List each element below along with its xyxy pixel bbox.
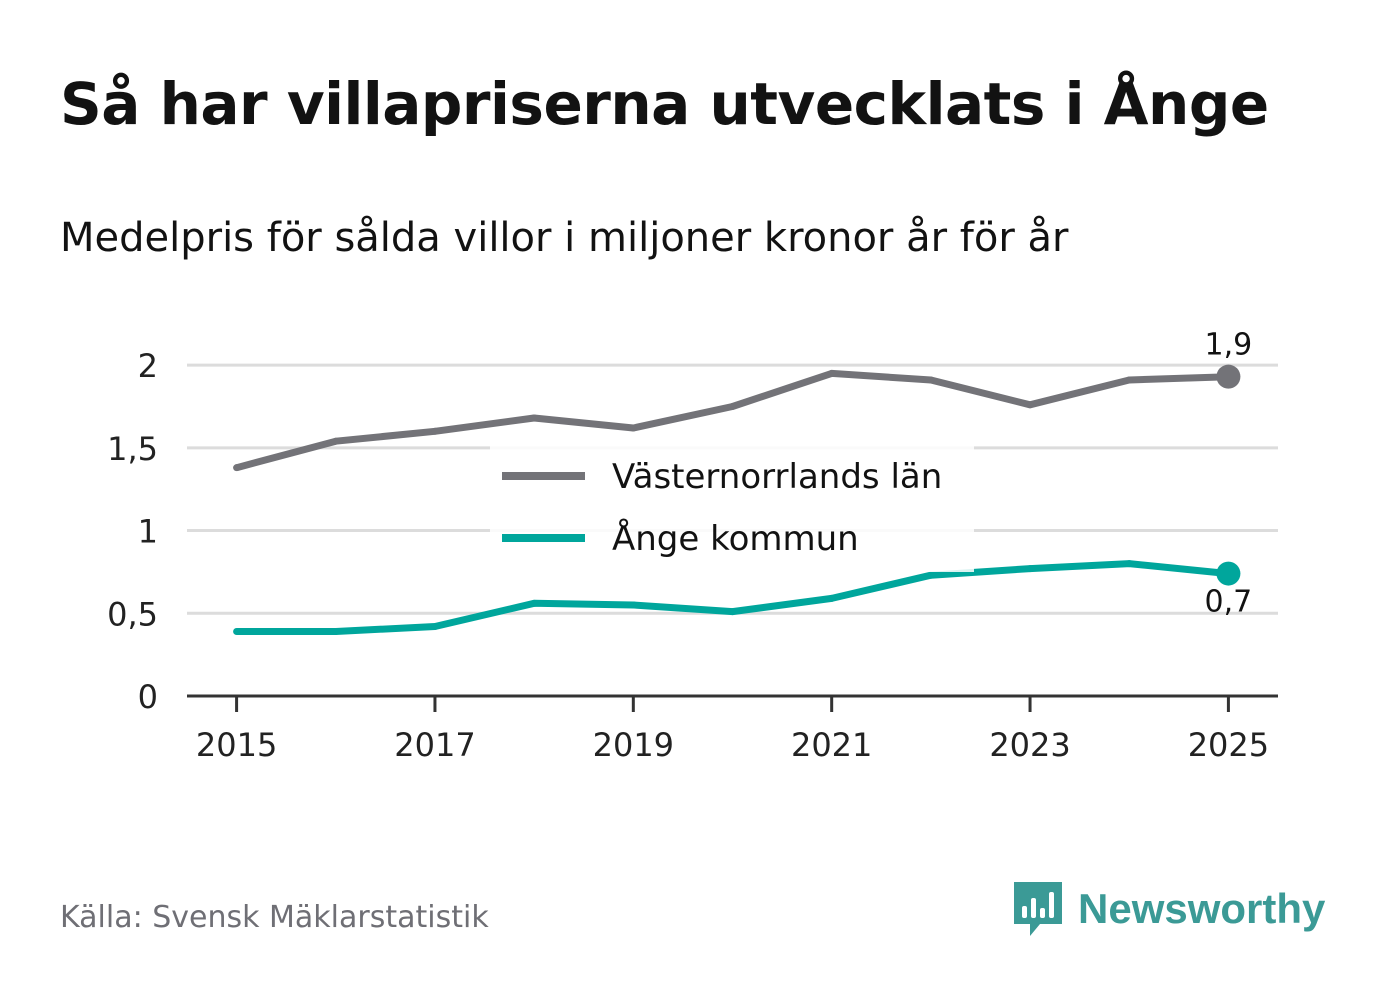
source-note: Källa: Svensk Mäklarstatistik xyxy=(60,900,489,935)
legend-label: Västernorrlands län xyxy=(612,457,942,497)
x-tick-label: 2021 xyxy=(791,726,872,764)
legend: Västernorrlands län Ånge kommun xyxy=(490,442,974,572)
chart-bubble-icon xyxy=(1014,882,1062,936)
data-point xyxy=(629,424,637,432)
data-point xyxy=(1026,401,1034,409)
data-point xyxy=(1125,376,1133,384)
brand-name: Newsworthy xyxy=(1078,885,1326,932)
data-labels: 1,9 0,7 xyxy=(1205,328,1253,620)
chart-title: Så har villapriserna utvecklats i Ånge xyxy=(60,70,1269,138)
y-tick-label: 1,5 xyxy=(107,430,158,468)
data-point xyxy=(927,376,935,384)
series-line-ange xyxy=(236,560,1229,635)
data-point xyxy=(233,464,241,472)
x-tick-label: 2023 xyxy=(989,726,1070,764)
y-tick-label: 2 xyxy=(138,347,158,385)
data-point xyxy=(1026,565,1034,573)
data-point xyxy=(629,601,637,609)
data-point xyxy=(828,594,836,602)
data-point xyxy=(828,369,836,377)
data-point xyxy=(530,414,538,422)
data-point xyxy=(233,627,241,635)
data-point xyxy=(927,571,935,579)
data-point xyxy=(530,599,538,607)
series-lines xyxy=(233,364,1241,635)
y-tick-label: 0,5 xyxy=(107,595,158,633)
end-value-label: 1,9 xyxy=(1205,328,1253,363)
data-point xyxy=(431,623,439,631)
data-point xyxy=(729,402,736,410)
series-end-marker xyxy=(1216,561,1241,586)
chart-subtitle: Medelpris för sålda villor i miljoner kr… xyxy=(60,215,1069,261)
data-point xyxy=(332,627,340,635)
x-tick-label: 2015 xyxy=(196,726,277,764)
x-tick-label: 2025 xyxy=(1188,726,1269,764)
data-point xyxy=(431,427,439,435)
x-tick-label: 2019 xyxy=(593,726,674,764)
data-point xyxy=(1125,560,1133,568)
y-tick-label: 0 xyxy=(138,678,158,716)
series-end-marker xyxy=(1216,364,1241,389)
data-point xyxy=(332,437,340,445)
y-tick-label: 1 xyxy=(138,513,158,551)
data-point xyxy=(729,608,736,616)
axes: 0 0,5 1 1,5 2 2015 2017 2019 2021 2023 2025 xyxy=(107,347,1278,764)
line-chart: 0 0,5 1 1,5 2 2015 2017 2019 2021 2023 2025 Väster… xyxy=(107,328,1278,764)
legend-label: Ånge kommun xyxy=(612,518,859,559)
brand-logo: Newsworthy xyxy=(1010,878,1325,940)
x-tick-label: 2017 xyxy=(394,726,475,764)
end-value-label: 0,7 xyxy=(1205,585,1253,620)
legend-box xyxy=(490,442,974,572)
